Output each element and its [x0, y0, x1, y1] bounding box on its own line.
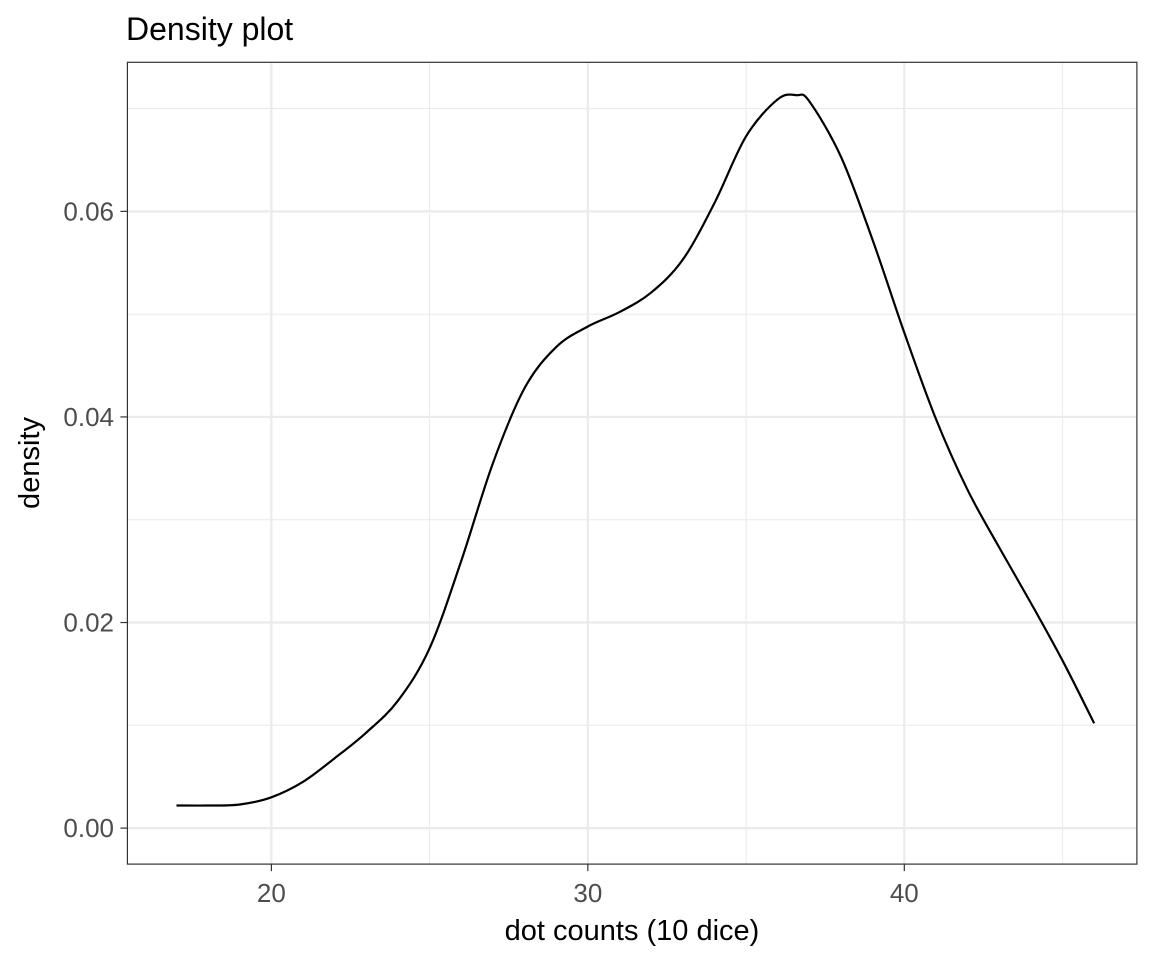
chart-title: Density plot: [126, 11, 293, 47]
series-layer: [176, 93, 1096, 807]
y-tick-label: 0.00: [63, 813, 114, 843]
y-axis-title: density: [14, 417, 46, 509]
x-tick-label: 30: [573, 878, 602, 908]
x-axis-title: dot counts (10 dice): [505, 915, 760, 947]
x-tick-label: 20: [257, 878, 286, 908]
x-tick-label: 40: [890, 878, 919, 908]
grid: [127, 62, 1137, 865]
y-tick-label: 0.02: [63, 608, 114, 638]
axis-ticks: 20 30 40 0.00 0.02 0.04 0.06: [63, 196, 918, 908]
panel-background: [127, 62, 1137, 865]
density-curve: [176, 93, 1096, 807]
y-tick-label: 0.04: [63, 402, 114, 432]
y-tick-label: 0.06: [63, 196, 114, 226]
panel-border: [126, 61, 1138, 865]
